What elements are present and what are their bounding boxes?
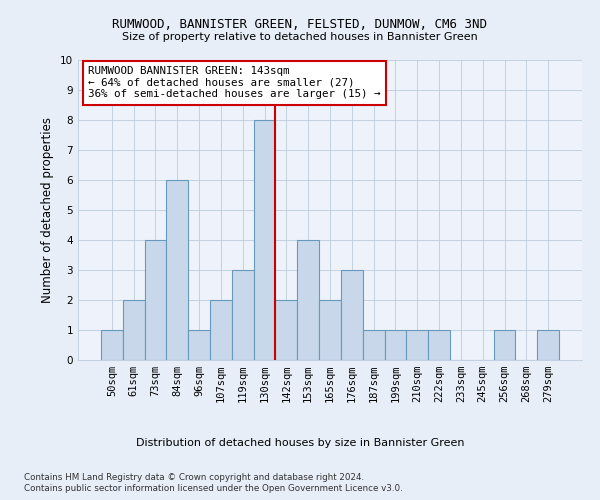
Bar: [385, 330, 406, 360]
Text: RUMWOOD, BANNISTER GREEN, FELSTED, DUNMOW, CM6 3ND: RUMWOOD, BANNISTER GREEN, FELSTED, DUNMO…: [113, 18, 487, 30]
Bar: [537, 330, 559, 360]
Text: Contains public sector information licensed under the Open Government Licence v3: Contains public sector information licen…: [24, 484, 403, 493]
Bar: [428, 330, 450, 360]
Bar: [145, 240, 166, 360]
Bar: [254, 120, 275, 360]
Bar: [210, 300, 232, 360]
Text: Size of property relative to detached houses in Bannister Green: Size of property relative to detached ho…: [122, 32, 478, 42]
Bar: [232, 270, 254, 360]
Bar: [494, 330, 515, 360]
Bar: [341, 270, 363, 360]
Text: Contains HM Land Registry data © Crown copyright and database right 2024.: Contains HM Land Registry data © Crown c…: [24, 472, 364, 482]
Y-axis label: Number of detached properties: Number of detached properties: [41, 117, 55, 303]
Bar: [166, 180, 188, 360]
Bar: [275, 300, 297, 360]
Bar: [406, 330, 428, 360]
Bar: [101, 330, 123, 360]
Bar: [297, 240, 319, 360]
Bar: [319, 300, 341, 360]
Bar: [123, 300, 145, 360]
Bar: [363, 330, 385, 360]
Bar: [188, 330, 210, 360]
Text: RUMWOOD BANNISTER GREEN: 143sqm
← 64% of detached houses are smaller (27)
36% of: RUMWOOD BANNISTER GREEN: 143sqm ← 64% of…: [88, 66, 380, 99]
Text: Distribution of detached houses by size in Bannister Green: Distribution of detached houses by size …: [136, 438, 464, 448]
